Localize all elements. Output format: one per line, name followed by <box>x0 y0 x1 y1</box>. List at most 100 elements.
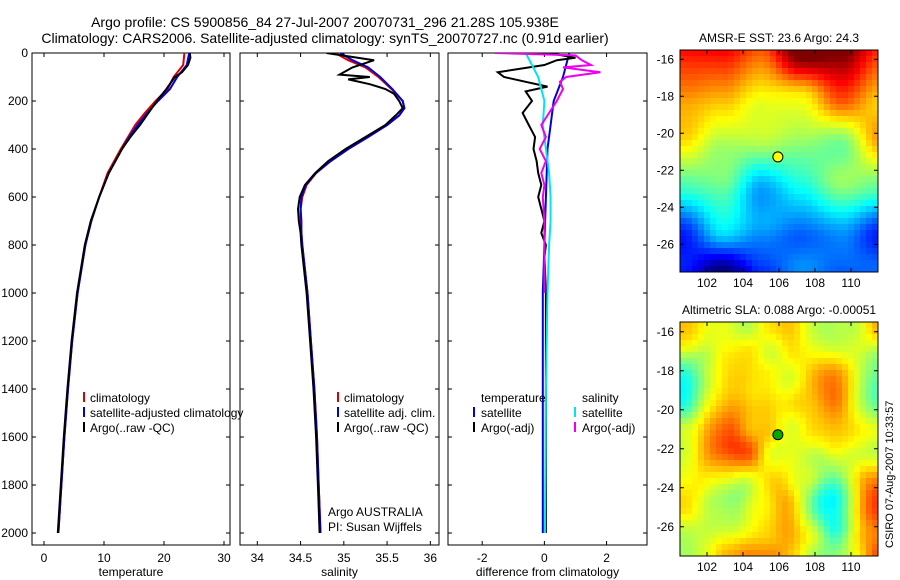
heatmap-cell <box>848 134 855 141</box>
heatmap-cell <box>698 236 705 243</box>
heatmap-cell <box>872 260 878 267</box>
heatmap-cell <box>692 328 699 335</box>
heatmap-cell <box>830 532 837 539</box>
heatmap-cell <box>752 412 759 419</box>
heatmap-cell <box>806 86 813 93</box>
y-tick-label: 800 <box>8 238 28 252</box>
heatmap-cell <box>812 242 819 249</box>
heatmap-cell <box>788 200 795 207</box>
heatmap-cell <box>680 358 687 365</box>
heatmap-cell <box>716 358 723 365</box>
heatmap-cell <box>872 86 878 93</box>
heatmap-cell <box>818 218 825 225</box>
heatmap-cell <box>734 322 741 329</box>
heatmap-cell <box>854 370 861 377</box>
heatmap-cell <box>716 388 723 395</box>
heatmap-cell <box>704 526 711 533</box>
heatmap-cell <box>716 448 723 455</box>
heatmap-cell <box>782 140 789 147</box>
heatmap-cell <box>770 424 777 431</box>
heatmap-cell <box>806 176 813 183</box>
heatmap-cell <box>866 182 873 189</box>
heatmap-cell <box>794 110 801 117</box>
heatmap-cell <box>746 520 753 527</box>
heatmap-cell <box>770 550 777 556</box>
heatmap-cell <box>848 436 855 443</box>
heatmap-cell <box>752 224 759 231</box>
heatmap-cell <box>806 266 813 272</box>
heatmap-cell <box>782 206 789 213</box>
heatmap-cell <box>788 212 795 219</box>
heatmap-cell <box>866 164 873 171</box>
heatmap-cell <box>788 466 795 473</box>
heatmap-cell <box>758 358 765 365</box>
heatmap-cell <box>866 266 873 272</box>
heatmap-cell <box>686 236 693 243</box>
heatmap-cell <box>872 224 878 231</box>
heatmap-cell <box>770 74 777 81</box>
heatmap-cell <box>806 346 813 353</box>
heatmap-cell <box>680 382 687 389</box>
heatmap-cell <box>836 436 843 443</box>
heatmap-cell <box>746 340 753 347</box>
heatmap-cell <box>830 182 837 189</box>
heatmap-cell <box>818 110 825 117</box>
heatmap-cell <box>680 116 687 123</box>
heatmap-cell <box>752 146 759 153</box>
heatmap-cell <box>800 406 807 413</box>
heatmap-cell <box>812 532 819 539</box>
heatmap-cell <box>824 478 831 485</box>
heatmap-cell <box>770 170 777 177</box>
heatmap-cell <box>770 206 777 213</box>
heatmap-cell <box>758 460 765 467</box>
heatmap-cell <box>752 128 759 135</box>
heatmap-cell <box>686 176 693 183</box>
heatmap-cell <box>848 260 855 267</box>
heatmap-cell <box>800 454 807 461</box>
heatmap-cell <box>680 412 687 419</box>
heatmap-cell <box>836 128 843 135</box>
heatmap-cell <box>842 328 849 335</box>
heatmap-cell <box>734 248 741 255</box>
heatmap-cell <box>818 412 825 419</box>
heatmap-cell <box>776 418 783 425</box>
heatmap-cell <box>830 110 837 117</box>
heatmap-cell <box>728 248 735 255</box>
heatmap-cell <box>836 376 843 383</box>
heatmap-cell <box>854 520 861 527</box>
heatmap-cell <box>842 158 849 165</box>
heatmap-cell <box>764 56 771 63</box>
heatmap-cell <box>806 224 813 231</box>
heatmap-cell <box>770 442 777 449</box>
heatmap-cell <box>782 364 789 371</box>
heatmap-cell <box>782 212 789 219</box>
heatmap-cell <box>788 104 795 111</box>
heatmap-cell <box>782 544 789 551</box>
heatmap-cell <box>836 230 843 237</box>
heatmap-cell <box>842 460 849 467</box>
heatmap-cell <box>788 328 795 335</box>
heatmap-cell <box>716 490 723 497</box>
heatmap-cell <box>794 236 801 243</box>
heatmap-cell <box>854 400 861 407</box>
heatmap-cell <box>716 230 723 237</box>
heatmap-cell <box>752 394 759 401</box>
heatmap-cell <box>860 98 867 105</box>
heatmap-cell <box>716 484 723 491</box>
heatmap-cell <box>806 532 813 539</box>
heatmap-cell <box>686 460 693 467</box>
heatmap-cell <box>764 436 771 443</box>
heatmap-cell <box>806 92 813 99</box>
heatmap-cell <box>746 406 753 413</box>
heatmap-cell <box>866 496 873 503</box>
heatmap-cell <box>872 122 878 129</box>
heatmap-cell <box>740 382 747 389</box>
heatmap-cell <box>776 394 783 401</box>
heatmap-cell <box>782 394 789 401</box>
heatmap-cell <box>722 496 729 503</box>
heatmap-cell <box>872 508 878 515</box>
heatmap-cell <box>860 382 867 389</box>
heatmap-cell <box>770 478 777 485</box>
heatmap-cell <box>788 538 795 545</box>
heatmap-cell <box>860 200 867 207</box>
